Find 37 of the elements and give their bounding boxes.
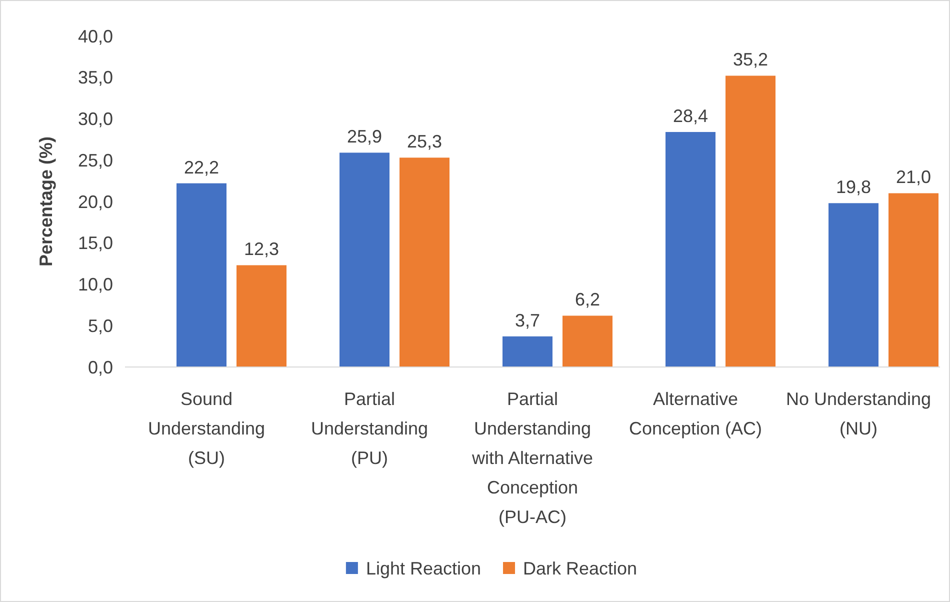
y-tick-label: 40,0 <box>78 26 113 46</box>
x-tick-label: No Understanding (NU) <box>786 389 932 438</box>
data-label: 3,7 <box>514 310 540 330</box>
data-label: 12,3 <box>244 239 280 260</box>
data-label: 35,2 <box>732 50 768 70</box>
x-tick-label: Alternative Conception (AC) <box>628 389 762 438</box>
y-tick-label: 5,0 <box>88 316 113 336</box>
bar <box>562 316 612 367</box>
legend-label: Dark Reaction <box>523 558 638 578</box>
data-label: 22,2 <box>184 157 220 178</box>
data-label: 19,8 <box>836 177 872 198</box>
y-tick-label: 15,0 <box>78 233 113 254</box>
y-tick-label: 10,0 <box>78 274 113 295</box>
y-tick-label: 25,0 <box>78 150 113 170</box>
data-label: 21,0 <box>896 167 932 188</box>
data-label: 28,4 <box>672 106 708 126</box>
data-label: 25,3 <box>406 132 442 152</box>
y-tick-label: 30,0 <box>78 109 113 130</box>
bar <box>828 203 878 367</box>
bar <box>340 152 390 367</box>
bar <box>236 265 286 367</box>
bar <box>400 158 450 367</box>
bar <box>726 76 776 367</box>
y-axis-title: Percentage (%) <box>36 136 56 267</box>
x-tick-label: Partial Understanding (PU) <box>310 389 428 468</box>
y-tick-label: 0,0 <box>88 357 113 378</box>
data-label: 25,9 <box>346 126 382 147</box>
bar <box>176 183 226 367</box>
x-tick-label: Sound Understanding (SU) <box>148 389 266 468</box>
y-tick-label: 20,0 <box>78 192 113 212</box>
bar <box>666 132 716 367</box>
y-tick-label: 35,0 <box>78 68 113 88</box>
x-tick-label: Partial Understanding with Alternative Conception (PU-AC) <box>470 389 594 527</box>
bar <box>502 336 552 367</box>
bar <box>888 193 938 367</box>
data-label: 6,2 <box>574 290 600 310</box>
legend-label: Light Reaction <box>366 558 482 578</box>
